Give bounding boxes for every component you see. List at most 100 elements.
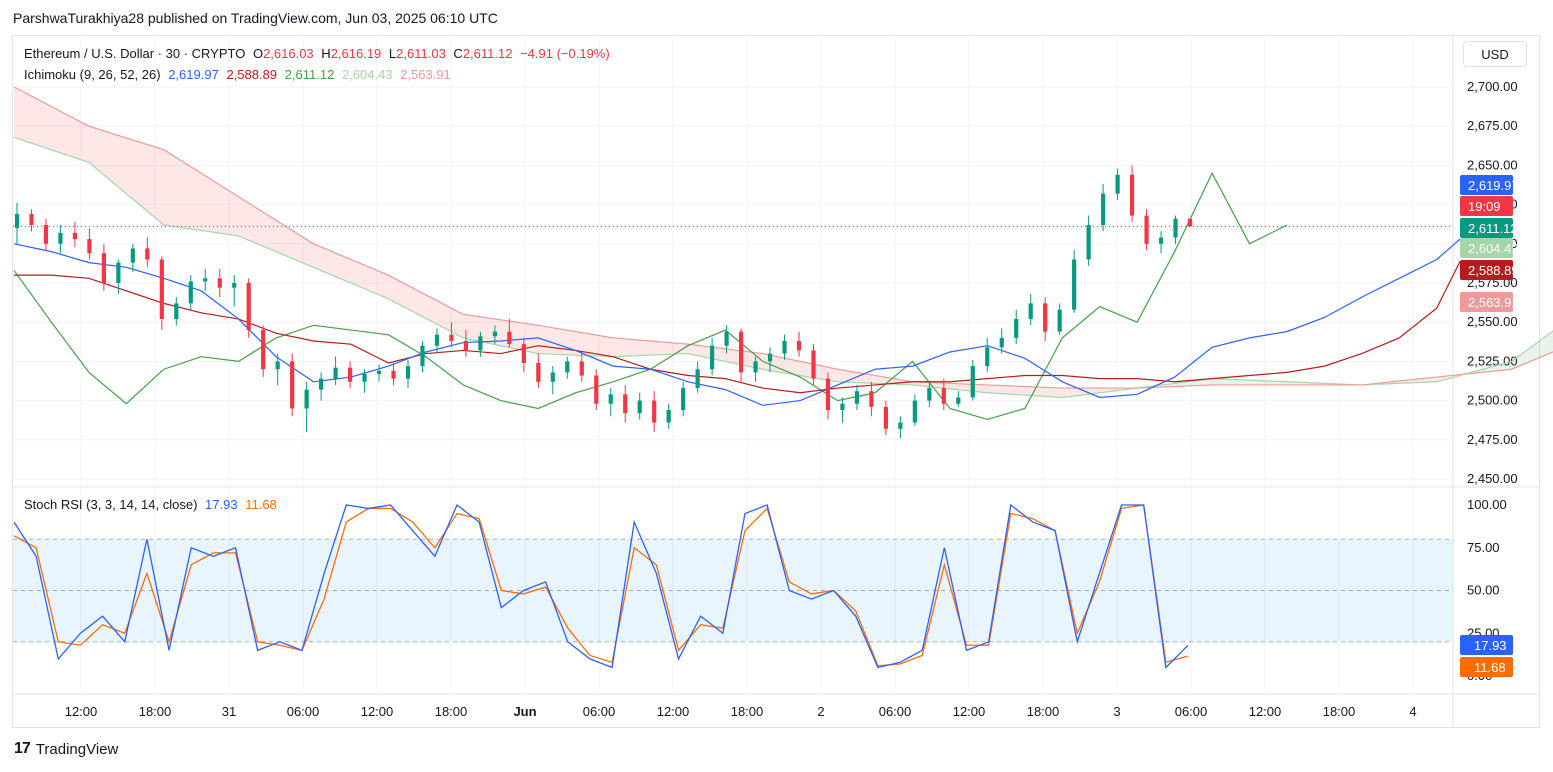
ichimoku-leading-span-a: [13, 136, 1553, 399]
candle-body: [420, 345, 425, 367]
candle: [956, 391, 961, 407]
kumo-cloud-segment: [1544, 333, 1550, 356]
kumo-cloud-segment: [851, 371, 857, 383]
candle: [999, 328, 1004, 354]
currency-button[interactable]: USD: [1463, 41, 1527, 67]
candle: [941, 378, 946, 411]
candle-body: [1086, 224, 1091, 260]
candle: [565, 356, 570, 379]
candle: [478, 331, 483, 357]
time-tick-label: 12:00: [65, 704, 98, 719]
kumo-cloud-segment: [1024, 386, 1030, 396]
footer-brand[interactable]: 17 TradingView: [14, 740, 118, 758]
kumo-cloud-segment: [159, 148, 164, 225]
kumo-cloud-segment: [1099, 388, 1105, 393]
symbol-name[interactable]: Ethereum / U.S. Dollar · 30 · CRYPTO: [24, 46, 246, 61]
kumo-cloud-segment: [182, 161, 188, 229]
kumo-cloud-segment: [252, 205, 258, 244]
kumo-cloud-segment: [725, 348, 731, 363]
candle-body: [1072, 259, 1077, 310]
candle: [1057, 303, 1062, 335]
kumo-cloud-segment: [1010, 385, 1016, 395]
candle-body: [362, 373, 367, 382]
kumo-cloud-segment: [1230, 379, 1236, 385]
candle-body: [1115, 174, 1120, 194]
candle: [912, 394, 917, 426]
kumo-cloud-segment: [238, 196, 244, 238]
candle: [116, 259, 121, 294]
candle: [101, 243, 106, 291]
kumo-cloud-segment: [865, 373, 871, 384]
candle: [637, 392, 642, 420]
kumo-cloud-segment: [856, 372, 862, 383]
kumo-cloud-segment: [205, 176, 211, 232]
candle-body: [478, 336, 483, 351]
candle: [130, 243, 135, 273]
kumo-cloud-segment: [921, 382, 927, 387]
kumo-cloud-segment: [1076, 388, 1082, 396]
time-tick-label: 06:00: [879, 704, 912, 719]
stoch-label[interactable]: Stoch RSI (3, 3, 14, 14, close): [24, 497, 198, 512]
price-tag-label: 2,611.12: [1468, 221, 1518, 236]
candle-body: [1144, 215, 1149, 244]
candle-body: [58, 232, 63, 244]
low-label: L: [388, 46, 397, 61]
kumo-cloud-segment: [987, 384, 993, 394]
candle-body: [87, 239, 92, 254]
kumo-cloud-segment: [1202, 379, 1208, 386]
kumo-cloud-segment: [1539, 337, 1545, 358]
candle-body: [565, 361, 570, 373]
candle-body: [738, 331, 744, 373]
kumo-cloud-segment: [1090, 388, 1096, 394]
kumo-cloud-segment: [875, 375, 880, 384]
kumo-cloud-segment: [556, 328, 562, 355]
high-label: H: [321, 46, 331, 61]
time-tick-label: 12:00: [953, 704, 986, 719]
kumo-cloud-segment: [248, 202, 253, 242]
time-tick-label: 2: [817, 704, 824, 719]
price-tick-label: 2,550.00: [1467, 314, 1518, 329]
candle: [376, 364, 382, 382]
kumo-cloud-segment: [584, 333, 590, 356]
price-tick-label: 2,500.00: [1467, 393, 1518, 408]
price-tag-label: 19:09: [1468, 199, 1501, 214]
symbol-legend: Ethereum / U.S. Dollar · 30 · CRYPTO O2,…: [24, 46, 614, 61]
tradingview-logo-icon: 17: [14, 740, 31, 757]
price-tag-bg: [1460, 292, 1513, 312]
candle-body: [840, 403, 845, 411]
candle: [666, 403, 671, 429]
kumo-cloud-segment: [1015, 386, 1021, 395]
kumo-cloud-segment: [1506, 361, 1512, 370]
kumo-cloud-segment: [210, 179, 216, 233]
kumo-cloud-segment: [716, 347, 721, 361]
ichimoku-leading-span-b: [13, 86, 1553, 389]
kumo-cloud-segment: [383, 273, 389, 299]
kumo-cloud-segment: [1525, 347, 1531, 364]
kumo-cloud-segment: [1212, 378, 1217, 385]
stoch-k-value: 17.93: [205, 497, 238, 512]
ichimoku-conversion-line: [13, 238, 1461, 406]
kumo-cloud-segment: [842, 370, 848, 383]
candle: [869, 381, 874, 417]
brand-name: TradingView: [35, 740, 119, 758]
candle: [290, 353, 295, 417]
price-tag-bg: [1460, 238, 1513, 258]
kumo-cloud-segment: [1254, 380, 1259, 385]
kumo-cloud-segment: [1240, 379, 1245, 385]
ichimoku-label[interactable]: Ichimoku (9, 26, 52, 26): [24, 67, 161, 82]
candle: [1043, 297, 1048, 342]
kumo-cloud-segment: [744, 351, 749, 367]
kumo-cloud-segment: [421, 292, 426, 319]
kumo-cloud-segment: [641, 340, 646, 356]
candle-body: [449, 334, 454, 342]
time-tick-label: 4: [1409, 704, 1416, 719]
candle-body: [145, 248, 150, 260]
kumo-cloud-segment: [992, 385, 997, 394]
candle: [362, 369, 367, 393]
candle: [695, 361, 700, 393]
kumo-cloud-segment: [870, 374, 876, 384]
kumo-cloud-segment: [804, 362, 810, 378]
price-tick-label: 2,700.00: [1467, 79, 1518, 94]
kumo-cloud-segment: [1418, 378, 1423, 383]
